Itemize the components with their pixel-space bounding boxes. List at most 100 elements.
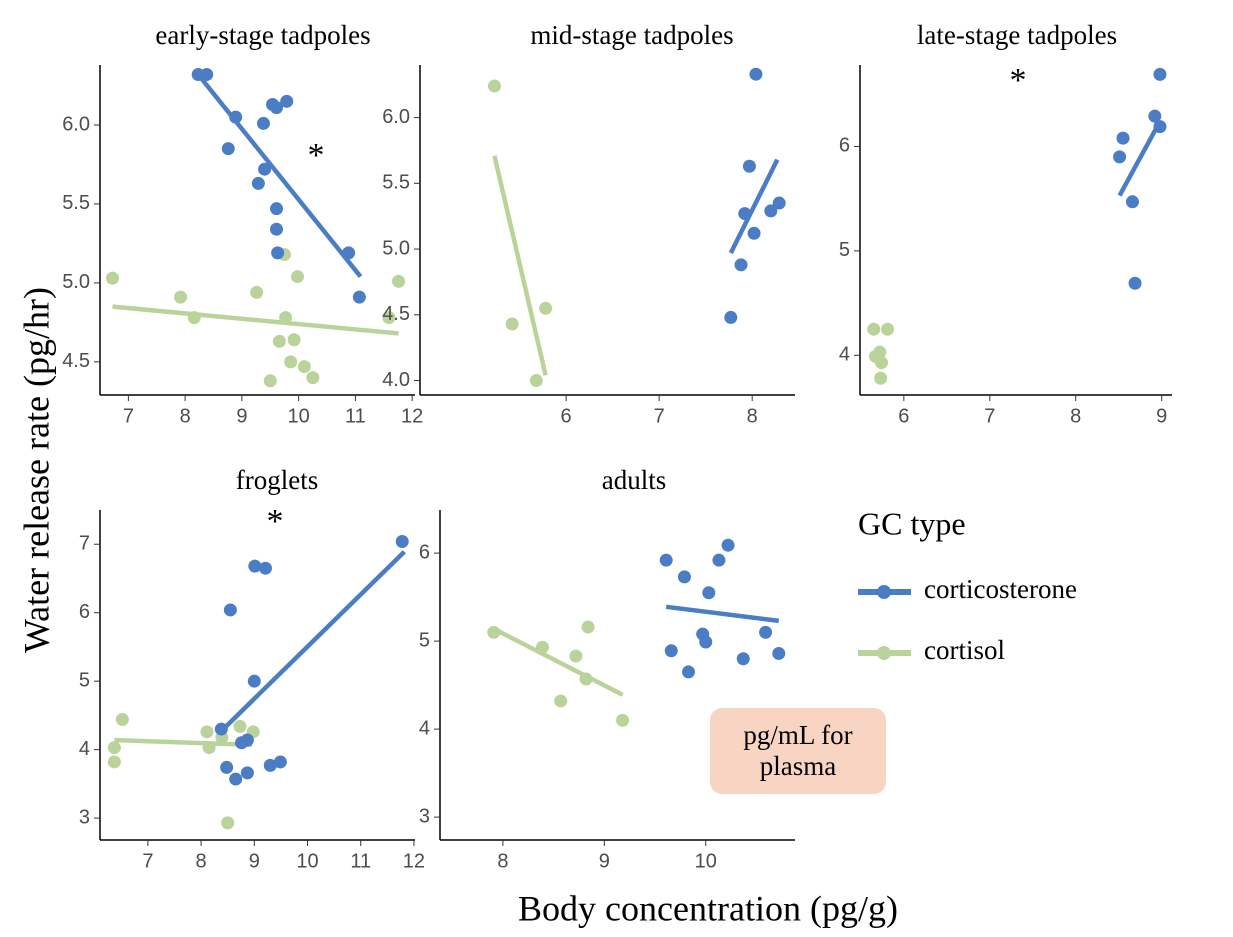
x-tick-label: 8 — [1070, 405, 1081, 427]
panel-title: late-stage tadpoles — [917, 20, 1117, 50]
y-tick-label: 3 — [79, 806, 90, 828]
y-axis-label: Water release rate (pg/hr) — [16, 287, 56, 653]
x-tick-label: 9 — [249, 850, 260, 872]
point — [263, 374, 277, 388]
x-tick-label: 9 — [1156, 405, 1167, 427]
point — [736, 652, 750, 666]
fit-line — [492, 626, 624, 697]
point — [772, 646, 786, 660]
y-tick-label: 4.0 — [382, 369, 410, 391]
x-tick-label: 8 — [497, 850, 508, 872]
point — [270, 202, 284, 216]
point — [247, 674, 261, 688]
y-tick-label: 7 — [79, 533, 90, 555]
y-tick-label: 5 — [79, 669, 90, 691]
point — [263, 758, 277, 772]
x-tick-label: 7 — [142, 850, 153, 872]
y-tick-label: 3 — [419, 805, 430, 827]
panel-title: early-stage tadpoles — [155, 20, 370, 50]
point — [724, 310, 738, 324]
y-tick-label: 5.5 — [62, 192, 90, 214]
fit-line — [1117, 120, 1162, 197]
annotation: * — [1010, 62, 1027, 99]
point — [250, 285, 264, 299]
point — [1116, 131, 1130, 145]
annotation: * — [267, 503, 284, 540]
x-tick-label: 9 — [599, 850, 610, 872]
point — [258, 162, 272, 176]
note: pg/mL for plasma — [710, 708, 886, 794]
point — [273, 755, 287, 769]
point — [1148, 109, 1162, 123]
annotation: * — [308, 137, 325, 174]
point — [221, 816, 235, 830]
panel-title: adults — [602, 465, 667, 495]
legend-label: cortisol — [924, 635, 1005, 665]
point — [721, 538, 735, 552]
point — [240, 733, 254, 747]
y-tick-label: 6.0 — [62, 113, 90, 135]
point — [764, 204, 778, 218]
point — [248, 559, 262, 573]
point — [291, 270, 305, 284]
y-tick-label: 5 — [839, 239, 850, 261]
point — [712, 553, 726, 567]
fit-line — [114, 737, 253, 748]
x-tick-label: 10 — [288, 405, 310, 427]
point — [233, 719, 247, 733]
point — [107, 755, 121, 769]
point — [759, 625, 773, 639]
y-tick-label: 4.5 — [382, 303, 410, 325]
point — [270, 101, 284, 115]
point — [174, 290, 188, 304]
y-tick-label: 4 — [839, 344, 850, 366]
point — [664, 644, 678, 658]
y-tick-label: 6.0 — [382, 106, 410, 128]
fit-line — [873, 348, 887, 356]
point — [297, 360, 311, 374]
x-tick-label: 8 — [747, 405, 758, 427]
point — [682, 665, 695, 679]
point — [881, 322, 895, 336]
point — [258, 561, 272, 575]
point — [677, 570, 691, 584]
fit-line — [728, 158, 780, 255]
point — [306, 371, 320, 385]
y-tick-label: 4.5 — [62, 350, 90, 372]
x-tick-label: 8 — [196, 850, 207, 872]
point — [115, 713, 129, 727]
y-tick-label: 5.0 — [382, 237, 410, 259]
point — [747, 226, 761, 240]
point — [214, 722, 228, 736]
point — [1113, 150, 1127, 164]
panel-title: froglets — [236, 465, 318, 495]
point — [742, 159, 756, 173]
x-tick-label: 6 — [898, 405, 909, 427]
x-tick-label: 12 — [401, 405, 423, 427]
point — [105, 271, 119, 285]
point — [284, 355, 298, 369]
point — [272, 334, 286, 348]
x-tick-label: 11 — [345, 405, 366, 427]
legend-dot — [877, 646, 891, 660]
point — [1128, 276, 1142, 290]
x-tick-label: 12 — [403, 850, 425, 872]
point — [699, 635, 713, 649]
point — [569, 649, 583, 663]
point — [581, 620, 595, 634]
point — [702, 586, 716, 600]
point — [200, 725, 214, 739]
fit-line — [112, 304, 399, 336]
x-tick-label: 6 — [561, 405, 572, 427]
point — [734, 258, 748, 272]
point — [539, 301, 553, 315]
fit-line — [492, 155, 548, 376]
x-tick-label: 9 — [236, 405, 247, 427]
point — [382, 311, 396, 325]
point — [1153, 67, 1167, 81]
y-tick-label: 6 — [839, 135, 850, 157]
point — [874, 356, 888, 370]
point — [256, 116, 270, 130]
